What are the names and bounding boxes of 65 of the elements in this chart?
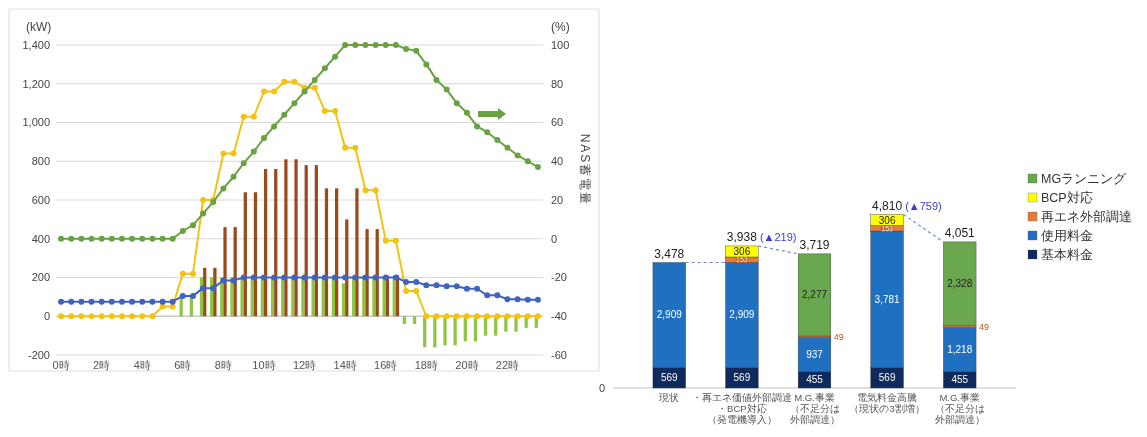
x-tick-label: 現状	[659, 392, 680, 403]
x-tick-label: 2時	[93, 359, 111, 371]
x-tick-label: 8時	[214, 359, 232, 371]
text: (▲759)	[905, 199, 942, 212]
y-tick-label: 200	[31, 271, 50, 284]
y2-tick-label: 40	[551, 155, 564, 168]
x-tick-label: 16時	[374, 359, 398, 371]
y-tick-label: 0	[43, 310, 50, 323]
y2-tick-label: 60	[551, 116, 564, 129]
legend-label: 基本料金	[1041, 247, 1093, 262]
y-tick-label: 1,000	[22, 116, 50, 129]
y2-tick-label: -40	[551, 310, 567, 323]
legend-label: 再エネ外部調達	[1041, 209, 1132, 224]
text: (%)	[551, 20, 570, 34]
annotation: (▲219)	[759, 230, 797, 243]
x-tick-label: 18時	[414, 359, 438, 371]
data-label: 2,909	[656, 309, 683, 321]
y2-axis-title: NAS蓄電量	[578, 133, 592, 207]
y-tick-label: 400	[31, 232, 50, 245]
total-label: 3,478	[654, 246, 685, 261]
text: 0	[598, 381, 605, 394]
x-tick-label: 10時	[252, 359, 276, 371]
y2-tick-label: 100	[551, 38, 570, 51]
x-tick-label: 6時	[174, 359, 192, 371]
total-label: 4,051	[944, 225, 976, 240]
data-label: 455	[951, 374, 969, 386]
x-tick-label: 20時	[455, 359, 479, 371]
y-tick-label: 600	[31, 193, 50, 206]
y-tick-label: 800	[31, 155, 50, 168]
x-tick-label: 12時	[292, 359, 317, 371]
y2-tick-label: 20	[551, 193, 564, 206]
y-tick-label: -200	[27, 348, 50, 361]
y2-tick-label: 0	[551, 232, 558, 245]
x-tick-label: M.G.事業（不足分は外部調達）	[934, 392, 985, 425]
data-label: 1,218	[947, 344, 973, 356]
data-label: 455	[806, 374, 824, 386]
y2-tick-label: 80	[551, 77, 564, 90]
data-label: 569	[733, 372, 751, 384]
y2-tick-label: -60	[551, 348, 567, 361]
x-tick-label: 0時	[52, 359, 70, 371]
total-label: 3,719	[799, 237, 830, 252]
data-label: 2,909	[729, 309, 755, 321]
y-tick-label: 1,200	[22, 77, 50, 90]
data-label: 569	[878, 372, 896, 384]
y-tick-label: 1,400	[22, 38, 50, 51]
data-label: 2,328	[947, 278, 973, 290]
data-label: 49	[979, 321, 990, 332]
x-tick-label: 4時	[133, 359, 151, 371]
data-label: 937	[806, 349, 824, 361]
data-label: 306	[733, 245, 751, 257]
data-label: 49	[833, 332, 844, 343]
legend-label: MGランニング	[1041, 171, 1128, 186]
y-axis-title: (kW)	[26, 20, 52, 34]
x-tick-label: 14時	[333, 359, 357, 371]
x-tick-label: 電気料金高騰（現状の3割増）	[849, 392, 925, 414]
total-label: 3,938	[726, 229, 758, 244]
data-label: 569	[660, 372, 679, 384]
legend-label: BCP対応	[1041, 189, 1093, 205]
data-label: 306	[878, 214, 896, 226]
data-label: 3,781	[874, 293, 901, 305]
x-tick-label: 22時	[495, 359, 520, 371]
data-label: 2,277	[801, 289, 828, 301]
y2-tick-label: -20	[551, 271, 567, 284]
total-label: 4,810	[872, 198, 903, 213]
legend-label: 使用料金	[1041, 228, 1093, 243]
